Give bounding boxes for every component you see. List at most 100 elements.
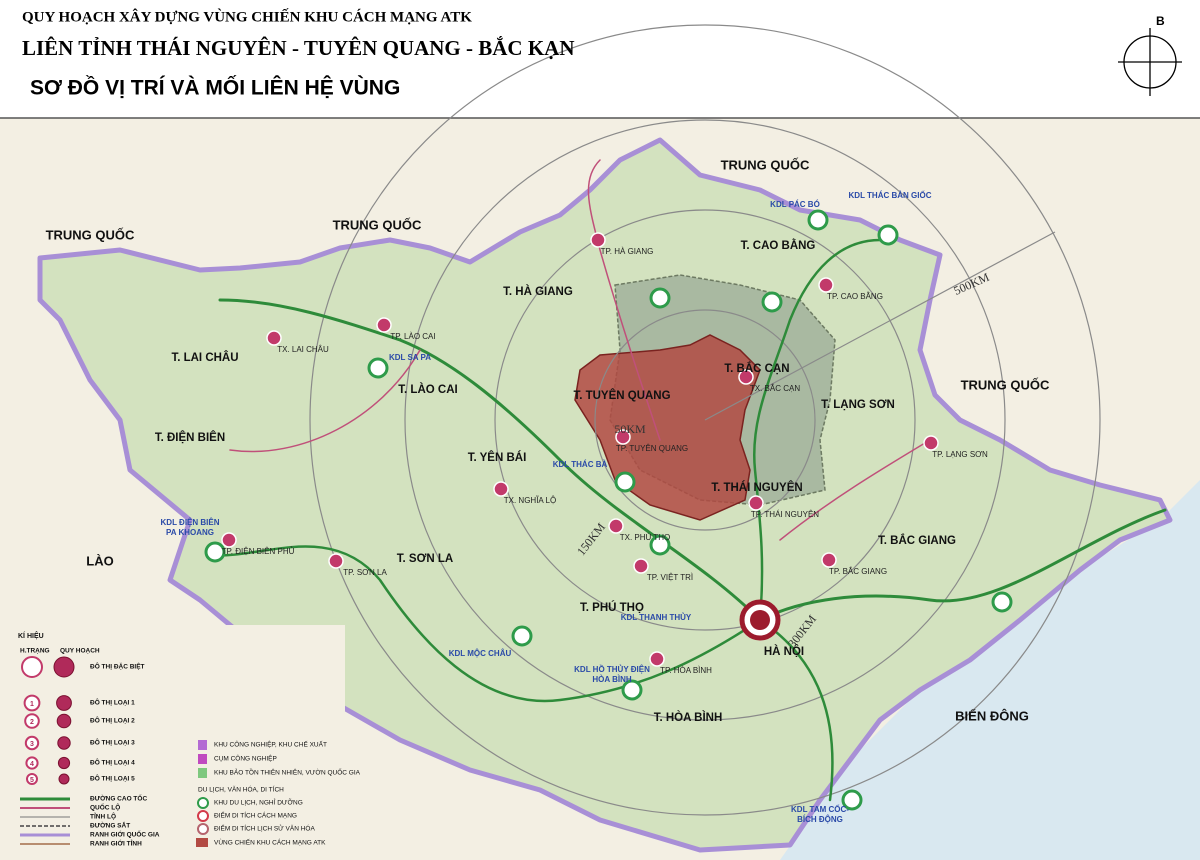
tourism-symbol <box>204 541 226 563</box>
legend-heading: DU LỊCH, VĂN HÓA, DI TÍCH <box>198 785 284 794</box>
city-symbol <box>376 317 392 333</box>
urban-symbol <box>21 656 43 678</box>
urban-symbol <box>57 736 71 750</box>
legend-label: QUỐC LỘ <box>90 802 120 812</box>
region-label: BIỂN ĐÔNG <box>955 708 1029 723</box>
city-label: TP. VIỆT TRÌ <box>647 573 693 582</box>
legend-swatch <box>196 838 208 847</box>
tourism-symbol <box>761 291 783 313</box>
tourism-label: KDL TAM CỐC- <box>791 804 849 814</box>
province-label: T. ĐIỆN BIÊN <box>155 431 225 444</box>
urban-symbol <box>24 713 40 729</box>
legend-label: ĐƯỜNG CAO TỐC <box>90 793 147 803</box>
legend-label: ĐÔ THỊ LOẠI 5 <box>90 774 135 783</box>
city-label: TP. CAO BẰNG <box>827 292 883 301</box>
city-label: TP. HÀ GIANG <box>601 247 654 256</box>
province-label: T. HÒA BÌNH <box>654 711 723 724</box>
tourism-symbol <box>991 591 1013 613</box>
tourism-label: KDL ĐIỆN BIÊN <box>161 518 220 527</box>
city-label: TP. TUYÊN QUANG <box>616 444 688 453</box>
legend-swatch <box>198 740 207 750</box>
highway <box>753 238 882 622</box>
legend: KÍ HIỆU H.TRẠNG QUY HOẠCH ĐÔ THỊ ĐẶC BIỆT 1 Đ… <box>10 625 361 855</box>
city-label: TP. HÒA BÌNH <box>660 666 712 675</box>
labels: TRUNG QUỐC TRUNG QUỐC TRUNG QUỐC TRUNG QUỐC… <box>46 157 1050 824</box>
city-symbol <box>649 651 665 667</box>
legend-label: ĐIỂM DI TÍCH LỊCH SỬ VĂN HÓA <box>214 824 315 833</box>
legend-label: RANH GIỚI TỈNH <box>90 839 142 848</box>
urban-symbol <box>53 656 75 678</box>
city-symbol <box>608 518 624 534</box>
region-label: TRUNG QUỐC <box>333 217 422 232</box>
legend-symbol <box>197 797 209 809</box>
city-label: TP. LÀO CAI <box>390 332 435 341</box>
highway <box>218 298 762 622</box>
urban-symbol <box>25 756 39 770</box>
city-label: TX. BẮC CẠN <box>750 384 800 393</box>
city-label: TP. THÁI NGUYÊN <box>751 510 819 519</box>
tourism-label: KDL HỒ THỦY ĐIỆN <box>574 664 650 674</box>
tourism-label: KDL SA PA <box>389 353 431 362</box>
tourism-label: KDL MỘC CHÂU <box>449 649 512 658</box>
urban-symbol <box>57 756 71 770</box>
city-symbol <box>748 495 764 511</box>
radius-arrow <box>704 231 1056 421</box>
ring <box>404 119 1006 721</box>
urban-number: 2 <box>30 719 34 726</box>
urban-symbol <box>56 713 72 729</box>
province-label: T. HÀ GIANG <box>503 285 573 298</box>
ring <box>309 24 1101 816</box>
tourism-symbol <box>649 534 671 556</box>
province-label: T. BẮC GIANG <box>878 534 956 547</box>
province-label: T. CAO BẰNG <box>741 239 816 252</box>
city-label: TP. LẠNG SƠN <box>932 450 988 459</box>
urban-number: 3 <box>30 741 34 748</box>
urban-number: 1 <box>30 701 34 708</box>
tourism-symbol <box>807 209 829 231</box>
tourism-symbol <box>877 224 899 246</box>
legend-swatch <box>198 754 207 764</box>
urban-symbol <box>56 695 72 711</box>
city-symbol <box>615 429 631 445</box>
tourism-label: BÍCH ĐỘNG <box>797 815 843 824</box>
city-symbol <box>266 330 282 346</box>
province-label: T. PHÚ THỌ <box>580 601 644 614</box>
national-road <box>587 159 661 441</box>
city-symbol <box>493 481 509 497</box>
province-label: T. SƠN LA <box>397 553 453 565</box>
tourism-label: KDL THÁC BÀ <box>553 460 608 469</box>
sea <box>780 480 1200 860</box>
compass <box>1118 28 1182 96</box>
tourism-label: KDL THANH THỦY <box>621 613 692 622</box>
region-label: TRUNG QUỐC <box>721 157 810 172</box>
region-label: TRUNG QUỐC <box>46 227 135 242</box>
highway <box>758 618 834 802</box>
tourism-symbol <box>511 625 533 647</box>
ring <box>594 309 816 531</box>
region-label: TRUNG QUỐC <box>961 377 1050 392</box>
tourism-label: KDL PÁC BÓ <box>770 200 820 209</box>
ring <box>494 209 916 631</box>
city-label: TP. SƠN LA <box>343 568 387 577</box>
province-label: T. LAI CHÂU <box>171 351 238 364</box>
highway <box>208 545 762 703</box>
highway <box>758 508 1167 622</box>
city-symbol <box>221 532 237 548</box>
legend-label: ĐÔ THỊ ĐẶC BIỆT <box>90 662 145 671</box>
city-symbol <box>818 277 834 293</box>
tourism-symbol <box>367 357 389 379</box>
legend-label: ĐÔ THỊ LOẠI 4 <box>90 758 135 767</box>
province-label: T. LÀO CAI <box>398 383 457 396</box>
tourism-symbol <box>614 471 636 493</box>
city-label: TP. BẮC GIANG <box>829 567 887 576</box>
legend-column: H.TRẠNG <box>20 648 50 655</box>
legend-label: ĐIỂM DI TÍCH CÁCH MẠNG <box>214 811 297 820</box>
tourism-symbol <box>621 679 643 701</box>
city-label: TX. NGHĨA LỘ <box>504 496 556 505</box>
city-label: TX. LAI CHÂU <box>277 345 329 354</box>
national-road <box>229 349 421 453</box>
legend-swatch <box>198 768 207 778</box>
urban-symbol <box>23 694 41 712</box>
